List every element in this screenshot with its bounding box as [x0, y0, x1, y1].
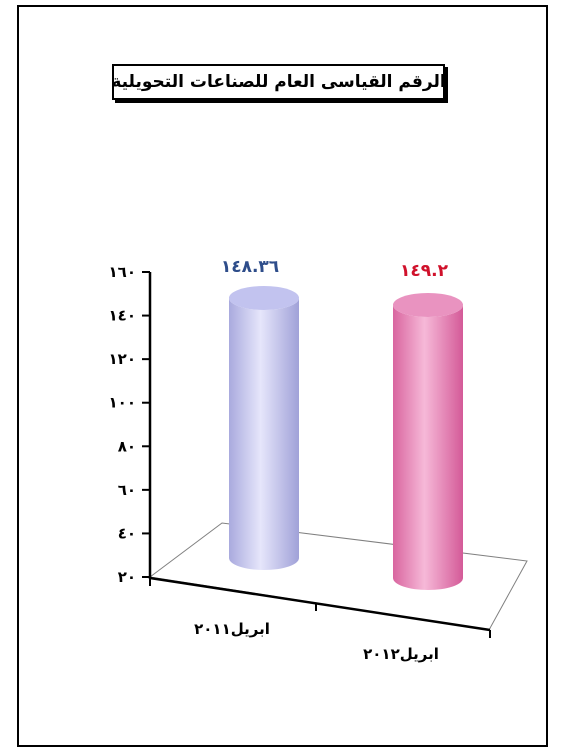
bar-top	[393, 293, 463, 317]
y-tick-label: ١٦٠	[109, 263, 136, 281]
bar-body	[393, 305, 463, 590]
y-tick-label: ١٠٠	[109, 394, 136, 412]
bar-body	[229, 298, 299, 570]
chart-floor	[148, 522, 528, 631]
data-label-2012: ١٤٩.٢	[400, 261, 449, 281]
y-tick-label: ٦٠	[118, 481, 136, 499]
y-tick-label: ١٢٠	[109, 350, 136, 368]
bar-2011	[229, 286, 299, 570]
y-tick-label: ٤٠	[118, 524, 136, 542]
bar-top	[229, 286, 299, 310]
chart-title-box: الرقم القياسى العام للصناعات التحويلية	[111, 64, 446, 100]
category-label-2012: ابريل٢٠١٢	[363, 645, 439, 663]
data-label-2011: ١٤٨.٣٦	[221, 257, 279, 277]
y-tick-label: ٨٠	[118, 437, 136, 455]
y-tick-label: ٢٠	[118, 568, 136, 586]
category-label-2011: ابريل٢٠١١	[194, 620, 270, 638]
y-tick-label: ١٤٠	[109, 307, 136, 325]
bar-2012	[393, 293, 463, 590]
x-axis-line	[149, 576, 491, 632]
chart-title: الرقم القياسى العام للصناعات التحويلية	[111, 72, 446, 92]
